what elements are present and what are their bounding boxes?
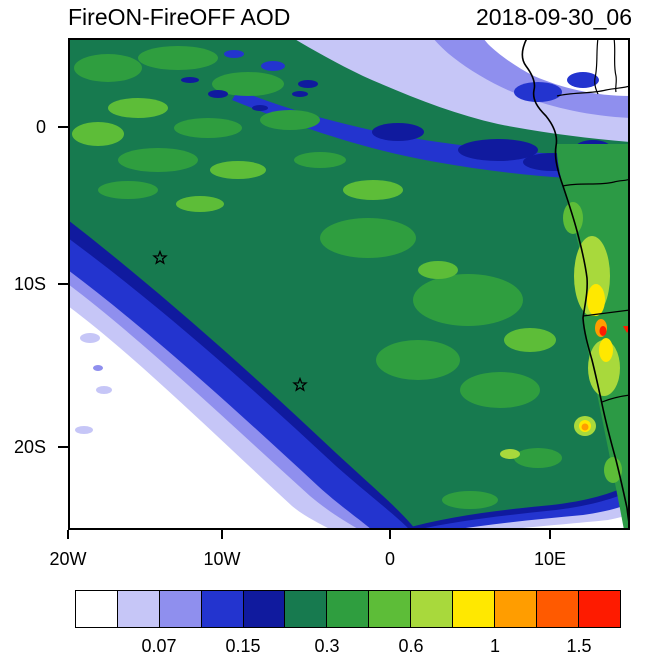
country-border — [601, 394, 630, 403]
colorbar-tick-label: 1.5 — [566, 636, 592, 656]
plot-title: FireON-FireOFF AOD — [68, 4, 291, 30]
country-border — [562, 178, 630, 187]
colorbar-tick-label: 0.6 — [398, 636, 424, 656]
colorbar-tick-labels: 0.07 0.15 0.3 0.6 1 1.5 — [75, 636, 621, 658]
colorbar-swatch — [410, 590, 454, 628]
x-tick-label-10w: 10W — [203, 549, 241, 569]
x-tick-label-0: 0 — [384, 549, 395, 569]
country-border — [556, 85, 630, 97]
y-tick-label-10s: 10S — [13, 274, 46, 294]
coastline-and-borders — [521, 38, 630, 530]
colorbar-swatch — [577, 590, 622, 628]
axis-tick — [389, 530, 391, 539]
colorbar-swatch — [535, 590, 580, 628]
central-green-patches — [320, 180, 562, 509]
colorbar-swatch — [200, 590, 245, 628]
aod-map — [68, 38, 630, 530]
colorbar-swatches — [75, 590, 622, 628]
country-border — [613, 38, 617, 93]
country-border — [594, 38, 599, 95]
map-frame — [68, 38, 630, 530]
colorbar-swatch — [284, 590, 328, 628]
colorbar-swatch — [326, 590, 370, 628]
axis-tick — [221, 530, 223, 539]
y-tick-label-20s: 20S — [13, 437, 46, 457]
axis-tick — [58, 446, 68, 448]
colorbar-tick-label: 0.3 — [314, 636, 340, 656]
southwest-gradient-bands — [68, 220, 416, 530]
axis-tick — [549, 530, 551, 539]
northwest-green-texture — [72, 46, 346, 212]
colorbar-swatch — [75, 590, 119, 628]
colorbar-tick-label: 1 — [489, 636, 501, 656]
axis-tick — [58, 126, 68, 128]
colorbar-swatch — [452, 590, 496, 628]
land-field — [556, 144, 630, 530]
plot-timestamp: 2018-09-30_06 — [475, 4, 632, 30]
coastline — [521, 38, 630, 530]
x-tick-label-20w: 20W — [49, 549, 87, 569]
axis-tick — [58, 283, 68, 285]
y-tick-label-0: 0 — [35, 117, 46, 137]
colorbar-swatch — [242, 590, 286, 628]
x-tick-label-10e: 10E — [533, 549, 567, 569]
colorbar-swatch — [368, 590, 412, 628]
colorbar-swatch — [116, 590, 161, 628]
axis-tick — [67, 530, 69, 539]
colorbar-swatch — [158, 590, 203, 628]
colorbar-tick-label: 0.07 — [141, 636, 177, 656]
colorbar-tick-label: 0.15 — [225, 636, 261, 656]
southeast-coastal-bands — [400, 484, 630, 530]
country-border — [582, 309, 630, 317]
colorbar-swatch — [493, 590, 538, 628]
